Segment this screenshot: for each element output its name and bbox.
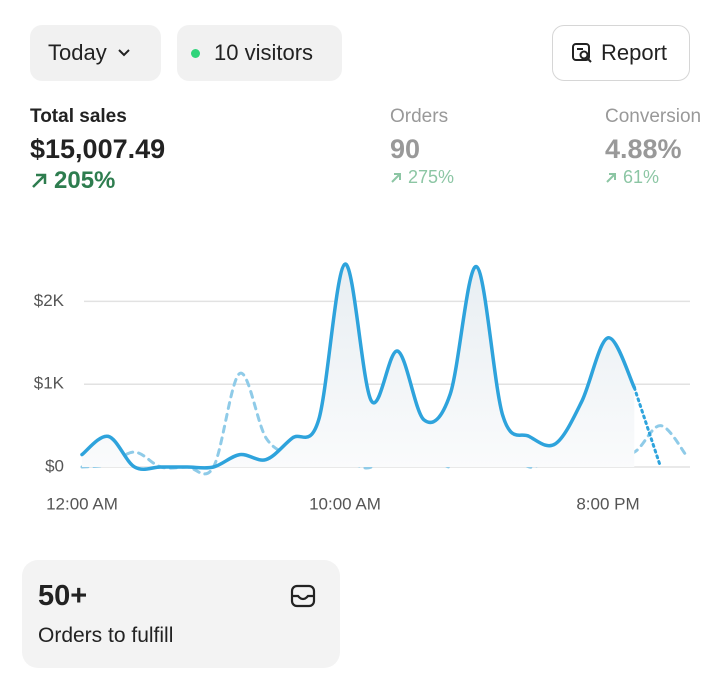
chevron-icon: [118, 49, 130, 57]
inbox-icon: [290, 584, 316, 608]
metric-value: 4.88%: [605, 134, 682, 164]
visitors-button[interactable]: 10 visitors: [177, 25, 342, 81]
x-tick-label: 8:00 PM: [576, 494, 639, 513]
metric-value: $15,007.49: [30, 134, 166, 164]
x-tick-label: 12:00 AM: [46, 494, 118, 513]
report-button[interactable]: Report: [552, 25, 690, 81]
y-tick-label: $1K: [34, 374, 65, 393]
metric-change: 275%: [408, 167, 455, 187]
x-tick-label: 10:00 AM: [309, 494, 381, 513]
chart: $0 $1K $2K 12:00 AM 10:00 AM 8:00 PM: [34, 262, 690, 513]
up-arrow: [32, 173, 47, 188]
metric[interactable]: Total sales $15,007.49 205%: [30, 106, 165, 195]
card-label: Orders to fulfill: [38, 624, 174, 647]
up-arrow: [606, 172, 616, 183]
metric-change: 61%: [623, 167, 660, 187]
period-label: Today: [48, 40, 107, 65]
card-value: 50+: [38, 580, 88, 612]
metric-change: 205%: [54, 167, 116, 194]
metric[interactable]: Conversion 4.88% 61%: [605, 106, 701, 188]
report-icon: [572, 43, 592, 63]
period-button[interactable]: Today: [30, 25, 161, 81]
y-tick-label: $2K: [34, 291, 65, 310]
fulfill-card[interactable]: 50+ Orders to fulfill: [22, 560, 340, 668]
up-arrow: [391, 172, 401, 183]
metric[interactable]: Orders 90 275%: [390, 106, 454, 188]
visitors-label: 10 visitors: [214, 40, 314, 65]
line: [80, 262, 637, 471]
live-dot: [191, 48, 200, 58]
metric-label: Conversion: [605, 106, 702, 127]
area: [82, 264, 635, 470]
metric-label: Total sales: [30, 106, 127, 127]
metric-value: 90: [390, 134, 421, 164]
y-tick-label: $0: [45, 456, 64, 475]
line-tail: [632, 386, 663, 469]
report-label: Report: [601, 40, 668, 65]
metric-label: Orders: [390, 106, 449, 127]
